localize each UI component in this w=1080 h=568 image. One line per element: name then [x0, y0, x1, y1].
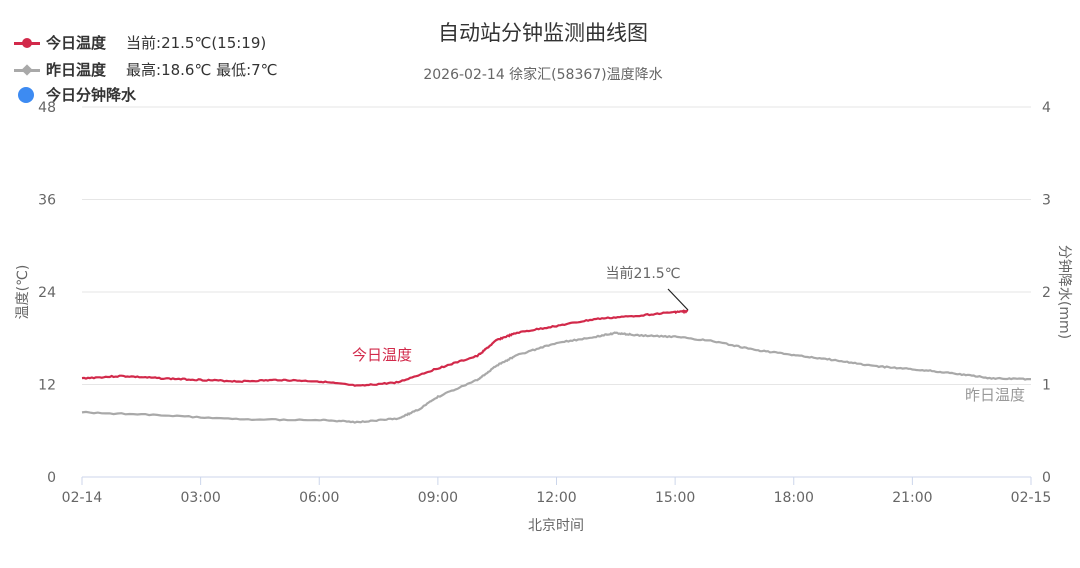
y-tick-label: 0 [47, 470, 56, 486]
series-line-yesterday [81, 331, 1031, 424]
x-tick-label: 09:00 [418, 490, 458, 506]
blue-dot-icon [14, 86, 40, 103]
legend-minmax: 最高:18.6℃ 最低:7℃ [126, 61, 278, 79]
y2-tick-label: 3 [1042, 193, 1051, 209]
y2-tick-label: 2 [1042, 285, 1051, 301]
y-tick-label: 24 [38, 285, 56, 301]
annotation-pointer [667, 288, 689, 311]
series-line-today [81, 309, 689, 387]
today-series-label: 今日温度 [352, 346, 412, 364]
legend-label: 今日分钟降水 [46, 86, 137, 104]
legend-item-yesterday[interactable]: 昨日温度 最高:18.6℃ 最低:7℃ [14, 59, 278, 80]
x-tick-label: 12:00 [536, 490, 576, 506]
x-axis-label: 北京时间 [528, 518, 584, 534]
legend-label: 今日温度 [46, 34, 107, 52]
gray-line-marker-icon [14, 63, 40, 76]
current-annotation: 当前21.5℃ [606, 265, 681, 282]
y2-axis-label: 分钟降水(mm) [1056, 245, 1073, 339]
y-axis-label: 温度(℃) [15, 265, 31, 320]
x-tick-label: 02-15 [1011, 490, 1052, 506]
chart-subtitle: 2026-02-14 徐家汇(58367)温度降水 [423, 66, 662, 83]
y-tick-label: 12 [38, 378, 56, 394]
legend-item-today[interactable]: 今日温度 当前:21.5℃(15:19) [14, 32, 266, 53]
y2-tick-label: 0 [1042, 470, 1051, 486]
legend-label: 昨日温度 [46, 61, 107, 79]
legend-item-precip[interactable]: 今日分钟降水 [14, 84, 136, 105]
x-tick-label: 02-14 [62, 490, 103, 506]
y2-tick-label: 4 [1042, 100, 1051, 116]
x-tick-label: 21:00 [892, 490, 932, 506]
y-tick-label: 36 [38, 193, 56, 209]
legend-current: 当前:21.5℃(15:19) [126, 34, 267, 52]
x-tick-label: 06:00 [299, 490, 339, 506]
x-tick-label: 03:00 [180, 490, 220, 506]
x-tick-label: 15:00 [655, 490, 695, 506]
y-tick-label: 48 [38, 100, 56, 116]
red-line-marker-icon [14, 37, 40, 49]
y2-tick-label: 1 [1042, 378, 1051, 394]
yesterday-series-label: 昨日温度 [965, 386, 1025, 404]
chart-title: 自动站分钟监测曲线图 [438, 21, 648, 45]
x-tick-label: 18:00 [774, 490, 814, 506]
